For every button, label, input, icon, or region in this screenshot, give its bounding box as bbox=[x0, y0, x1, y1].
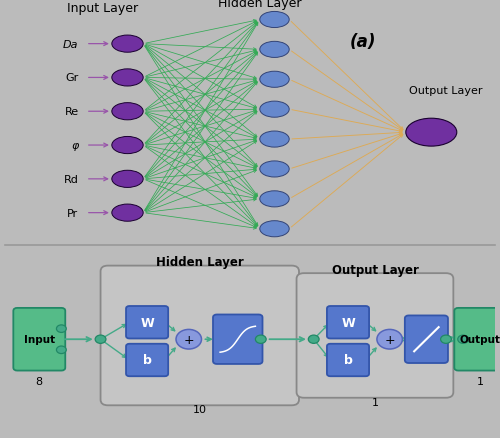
Text: b: b bbox=[142, 353, 152, 367]
Circle shape bbox=[112, 137, 143, 154]
Text: Re: Re bbox=[64, 107, 78, 117]
Circle shape bbox=[112, 205, 143, 222]
Circle shape bbox=[260, 132, 289, 148]
Circle shape bbox=[260, 162, 289, 177]
Circle shape bbox=[256, 336, 266, 343]
FancyBboxPatch shape bbox=[405, 316, 448, 363]
Text: (a): (a) bbox=[350, 33, 376, 51]
Circle shape bbox=[56, 325, 66, 333]
FancyBboxPatch shape bbox=[454, 308, 500, 371]
Text: Output: Output bbox=[460, 335, 500, 344]
Text: b: b bbox=[344, 353, 352, 367]
FancyBboxPatch shape bbox=[14, 308, 66, 371]
Ellipse shape bbox=[176, 330, 202, 349]
Circle shape bbox=[260, 102, 289, 118]
Text: Output Layer: Output Layer bbox=[332, 263, 418, 276]
Text: 10: 10 bbox=[193, 404, 207, 414]
Text: 8: 8 bbox=[36, 376, 43, 386]
Circle shape bbox=[112, 36, 143, 53]
Circle shape bbox=[260, 12, 289, 28]
Circle shape bbox=[260, 42, 289, 58]
Text: Hidden Layer: Hidden Layer bbox=[156, 256, 244, 269]
Text: Gr: Gr bbox=[65, 73, 78, 83]
Text: 1: 1 bbox=[477, 376, 484, 386]
FancyBboxPatch shape bbox=[296, 273, 454, 398]
Circle shape bbox=[112, 171, 143, 188]
Circle shape bbox=[458, 336, 468, 343]
Ellipse shape bbox=[377, 330, 402, 349]
Circle shape bbox=[260, 72, 289, 88]
FancyBboxPatch shape bbox=[126, 344, 168, 376]
Circle shape bbox=[440, 336, 452, 343]
Circle shape bbox=[56, 346, 66, 354]
FancyBboxPatch shape bbox=[100, 266, 299, 406]
Text: +: + bbox=[384, 333, 395, 346]
Circle shape bbox=[112, 103, 143, 120]
Text: W: W bbox=[341, 316, 355, 329]
Circle shape bbox=[95, 336, 106, 343]
Text: Pr: Pr bbox=[68, 208, 78, 218]
FancyBboxPatch shape bbox=[126, 306, 168, 339]
Text: +: + bbox=[184, 333, 194, 346]
Text: Input: Input bbox=[24, 335, 55, 344]
Text: Rd: Rd bbox=[64, 174, 78, 184]
Circle shape bbox=[260, 221, 289, 237]
Circle shape bbox=[308, 336, 319, 343]
Circle shape bbox=[406, 119, 457, 147]
Text: Input Layer: Input Layer bbox=[68, 2, 138, 15]
Text: 1: 1 bbox=[372, 397, 378, 406]
FancyBboxPatch shape bbox=[327, 306, 369, 339]
Circle shape bbox=[112, 70, 143, 87]
Text: φ: φ bbox=[71, 141, 78, 151]
Text: W: W bbox=[140, 316, 154, 329]
Text: Output Layer: Output Layer bbox=[409, 85, 483, 95]
Text: Da: Da bbox=[63, 39, 78, 49]
FancyBboxPatch shape bbox=[327, 344, 369, 376]
Text: Hidden Layer: Hidden Layer bbox=[218, 0, 302, 10]
FancyBboxPatch shape bbox=[213, 315, 262, 364]
Circle shape bbox=[260, 191, 289, 208]
